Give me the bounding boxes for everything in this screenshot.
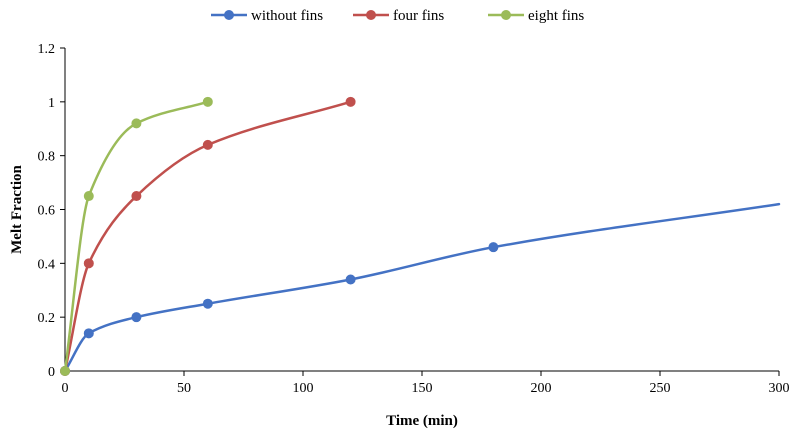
- legend-item-four-fins: four fins: [353, 8, 444, 24]
- data-point-without-fins: [202, 298, 213, 309]
- y-axis-title: Melt Fraction: [9, 164, 25, 253]
- data-point-without-fins: [131, 312, 142, 323]
- x-tick-label: 0: [62, 381, 69, 396]
- legend-item-without-fins: without fins: [211, 8, 323, 24]
- x-tick-label: 300: [769, 381, 790, 396]
- series-line-without-fins: [63, 202, 781, 373]
- legend-label: without fins: [251, 8, 323, 24]
- data-point-without-fins: [488, 242, 499, 253]
- data-point-eight-fins: [202, 96, 213, 107]
- legend-swatch-marker: [501, 10, 511, 20]
- data-point-four-fins: [202, 139, 213, 150]
- legend-item-eight-fins: eight fins: [488, 8, 584, 24]
- series-eight-fins: [60, 96, 213, 376]
- data-point-eight-fins: [131, 118, 142, 129]
- legend-swatch-marker: [366, 10, 376, 20]
- data-point-eight-fins: [83, 191, 94, 202]
- series-four-fins: [60, 96, 356, 376]
- y-tick-label: 0.8: [38, 150, 56, 165]
- y-tick-label: 0.6: [38, 204, 56, 219]
- x-tick-label: 100: [293, 381, 314, 396]
- data-point-four-fins: [131, 191, 142, 202]
- y-tick-label: 1.2: [38, 42, 56, 57]
- x-tick-label: 50: [177, 381, 191, 396]
- y-tick-label: 0.2: [38, 311, 56, 326]
- y-tick-label: 1: [48, 96, 55, 111]
- series-without-fins: [60, 202, 781, 376]
- x-tick-label: 250: [650, 381, 671, 396]
- x-tick-label: 200: [531, 381, 552, 396]
- data-point-four-fins: [345, 96, 356, 107]
- series-line-eight-fins: [63, 100, 210, 373]
- x-axis-title: Time (min): [386, 413, 458, 429]
- series-layer: [60, 96, 781, 376]
- legend: without fins four fins eight fins: [211, 8, 584, 24]
- legend-label: eight fins: [528, 8, 584, 24]
- y-tick-label: 0: [48, 365, 55, 380]
- y-tick-label: 0.4: [38, 257, 56, 272]
- legend-label: four fins: [393, 8, 444, 24]
- data-point-four-fins: [83, 258, 94, 269]
- axes: 0 0.2 0.4 0.6 0.8 1 1.2 0 50 100 150 200 250 300: [38, 42, 790, 396]
- data-point-without-fins: [83, 328, 94, 339]
- legend-swatch-marker: [224, 10, 234, 20]
- data-point-eight-fins: [60, 366, 70, 376]
- x-tick-label: 150: [412, 381, 433, 396]
- data-point-without-fins: [345, 274, 356, 285]
